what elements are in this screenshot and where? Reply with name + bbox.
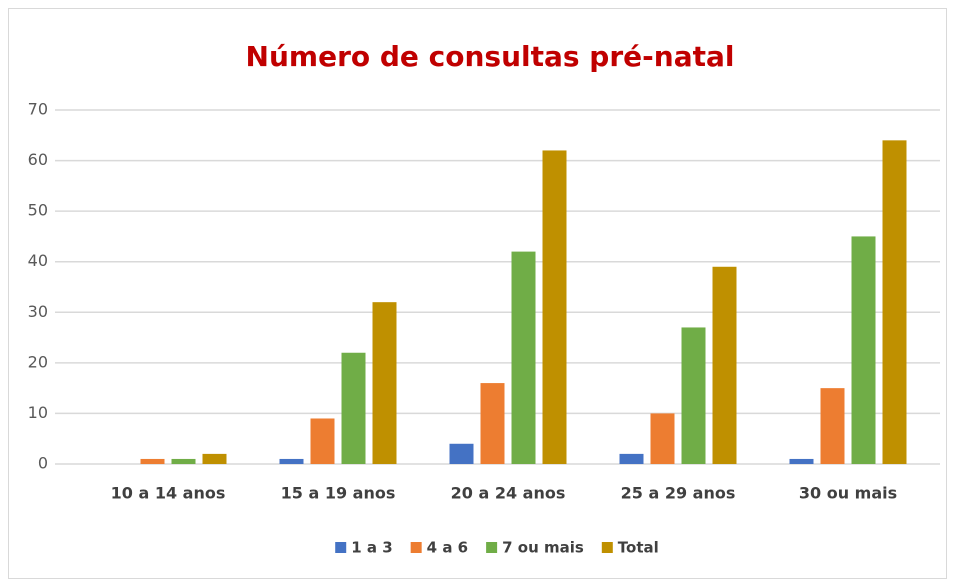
bar bbox=[449, 443, 474, 464]
bar bbox=[310, 418, 335, 464]
chart-frame bbox=[8, 8, 947, 579]
bar bbox=[372, 302, 397, 464]
bar bbox=[712, 266, 737, 464]
x-tick-label: 20 a 24 anos bbox=[451, 484, 566, 503]
x-tick-label: 25 a 29 anos bbox=[621, 484, 736, 503]
bar bbox=[851, 236, 876, 464]
legend-swatch bbox=[601, 542, 613, 553]
bar bbox=[789, 458, 814, 464]
legend: 1 a 3 4 a 6 7 ou mais Total bbox=[335, 539, 659, 557]
bar bbox=[619, 453, 644, 464]
x-tick-label: 15 a 19 anos bbox=[281, 484, 396, 503]
x-tick-label: 10 a 14 anos bbox=[111, 484, 226, 503]
legend-swatch bbox=[410, 542, 422, 553]
bar bbox=[882, 140, 907, 465]
bar bbox=[480, 383, 505, 464]
bar bbox=[202, 453, 227, 464]
legend-label: 1 a 3 bbox=[351, 539, 392, 557]
y-tick-label: 20 bbox=[28, 352, 48, 371]
bar bbox=[542, 150, 567, 464]
chart-title: Número de consultas pré-natal bbox=[246, 40, 735, 73]
x-tick-label: 30 ou mais bbox=[799, 484, 897, 503]
bar bbox=[650, 413, 675, 464]
legend-label: 7 ou mais bbox=[502, 539, 584, 557]
bar bbox=[279, 458, 304, 464]
bar bbox=[341, 352, 366, 464]
bar bbox=[820, 388, 845, 464]
y-tick-label: 10 bbox=[28, 403, 48, 422]
y-tick-label: 70 bbox=[28, 100, 48, 119]
legend-label: Total bbox=[618, 539, 659, 557]
bar bbox=[140, 458, 165, 464]
legend-swatch bbox=[335, 542, 347, 553]
bar bbox=[171, 458, 196, 464]
y-tick-label: 30 bbox=[28, 302, 48, 321]
y-tick-label: 50 bbox=[28, 201, 48, 220]
y-tick-label: 0 bbox=[38, 454, 48, 473]
bar bbox=[511, 251, 536, 464]
legend-label: 4 a 6 bbox=[427, 539, 468, 557]
legend-swatch bbox=[486, 542, 498, 553]
y-tick-label: 60 bbox=[28, 150, 48, 169]
y-tick-label: 40 bbox=[28, 251, 48, 270]
bar bbox=[681, 327, 706, 464]
